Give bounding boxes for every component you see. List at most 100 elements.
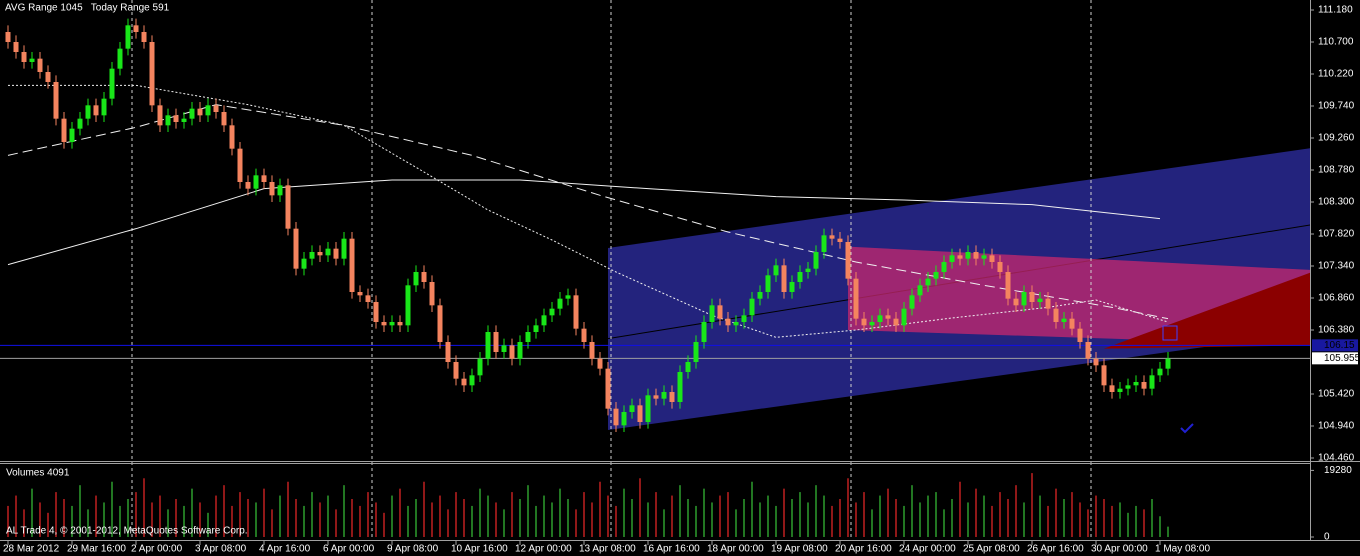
candle-body [589, 342, 595, 359]
candle-body [165, 115, 171, 126]
x-tick-label: 13 Apr 08:00 [579, 544, 636, 555]
x-tick-label: 6 Apr 00:00 [323, 544, 375, 555]
candle-body [765, 275, 771, 292]
candle-body [269, 182, 275, 196]
y-tick-label: 108.780 [1318, 165, 1355, 176]
candle-body [149, 42, 155, 106]
candle-body [461, 378, 467, 386]
candle-body [549, 308, 555, 316]
candle-body [333, 248, 339, 259]
candle-body [485, 332, 491, 359]
x-tick-label: 20 Apr 16:00 [835, 544, 892, 555]
candle-body [893, 318, 899, 326]
candle-body [869, 322, 875, 326]
candle-body [845, 242, 851, 279]
candle-body [813, 252, 819, 269]
candle-body [389, 322, 395, 326]
candle-body [693, 342, 699, 362]
y-tick-label: 108.300 [1318, 197, 1355, 208]
candle-body [1053, 308, 1059, 322]
candle-body [1149, 375, 1155, 389]
volume-tick-label: 0 [1324, 532, 1330, 543]
candle-body [1101, 365, 1107, 386]
candle-body [557, 298, 563, 309]
x-tick-label: 4 Apr 16:00 [259, 544, 311, 555]
candle-body [629, 405, 635, 412]
candle-body [661, 392, 667, 399]
candle-body [413, 272, 419, 286]
moving-averages [7, 84, 1169, 338]
candle-body [205, 105, 211, 116]
candle-body [749, 298, 755, 316]
candle-body [773, 265, 779, 276]
candle-body [757, 292, 763, 299]
x-tick-label: 24 Apr 00:00 [899, 544, 956, 555]
frame [0, 0, 1360, 541]
candle-body [1125, 385, 1131, 389]
candle-body [125, 25, 131, 49]
candle-body [1093, 358, 1099, 366]
moving-average [7, 179, 1161, 266]
axes: 111.180 110.700 110.220 109.740 109.260 108.7… [3, 5, 1360, 555]
x-tick-label: 10 Apr 16:00 [451, 544, 508, 555]
candle-body [605, 368, 611, 409]
candle-body [1037, 298, 1043, 302]
x-tick-label: 9 Apr 08:00 [387, 544, 439, 555]
candle-body [277, 185, 283, 196]
y-tick-label: 109.740 [1318, 101, 1355, 112]
x-tick-label: 29 Mar 16:00 [67, 544, 126, 555]
y-tick-label: 109.260 [1318, 133, 1355, 144]
candle-body [837, 238, 843, 242]
candle-body [717, 305, 723, 319]
price-level-label: 105.955 [1324, 353, 1360, 364]
candle-body [597, 358, 603, 369]
candle-body [509, 345, 515, 359]
candle-body [1117, 388, 1123, 392]
candle-body [1141, 382, 1147, 389]
candle-body [93, 105, 99, 116]
x-tick-label: 25 Apr 08:00 [963, 544, 1020, 555]
candle-body [501, 345, 507, 352]
candle-body [29, 58, 35, 62]
price-level-box [1312, 352, 1358, 365]
y-tick-label: 106.380 [1318, 325, 1355, 336]
candle-body [109, 68, 115, 99]
candle-body [101, 98, 107, 116]
candle-body [981, 255, 987, 259]
candle-body [1165, 358, 1171, 369]
candle-body [701, 322, 707, 342]
candle-body [653, 395, 659, 399]
candle-body [189, 108, 195, 119]
candle-body [1157, 368, 1163, 376]
candle-body [637, 405, 643, 422]
chart-title: AVG Range 1045 Today Range 591 [5, 3, 170, 14]
candle-body [917, 285, 923, 296]
candle-body [1021, 292, 1027, 306]
candle-body [133, 25, 139, 32]
candle-body [789, 282, 795, 292]
candle-body [85, 105, 91, 119]
candle-body [213, 105, 219, 112]
candle-body [61, 118, 67, 142]
candle-body [173, 115, 179, 122]
candle-body [341, 238, 347, 259]
y-tick-label: 107.340 [1318, 261, 1355, 272]
candle-body [301, 258, 307, 269]
candle-body [1077, 328, 1083, 342]
candle-body [677, 372, 683, 402]
y-tick-label: 110.700 [1318, 37, 1354, 48]
candle-body [13, 42, 19, 52]
candle-body [821, 235, 827, 252]
candle-body [453, 362, 459, 379]
candle-body [989, 255, 995, 262]
candle-body [973, 252, 979, 259]
candle-body [805, 268, 811, 272]
candle-body [933, 272, 939, 279]
candle-body [621, 412, 627, 426]
candle-body [965, 252, 971, 259]
candle-body [445, 342, 451, 362]
candle-body [741, 315, 747, 322]
candle-body [725, 318, 731, 326]
candle-body [1045, 298, 1051, 309]
candle-body [197, 108, 203, 116]
